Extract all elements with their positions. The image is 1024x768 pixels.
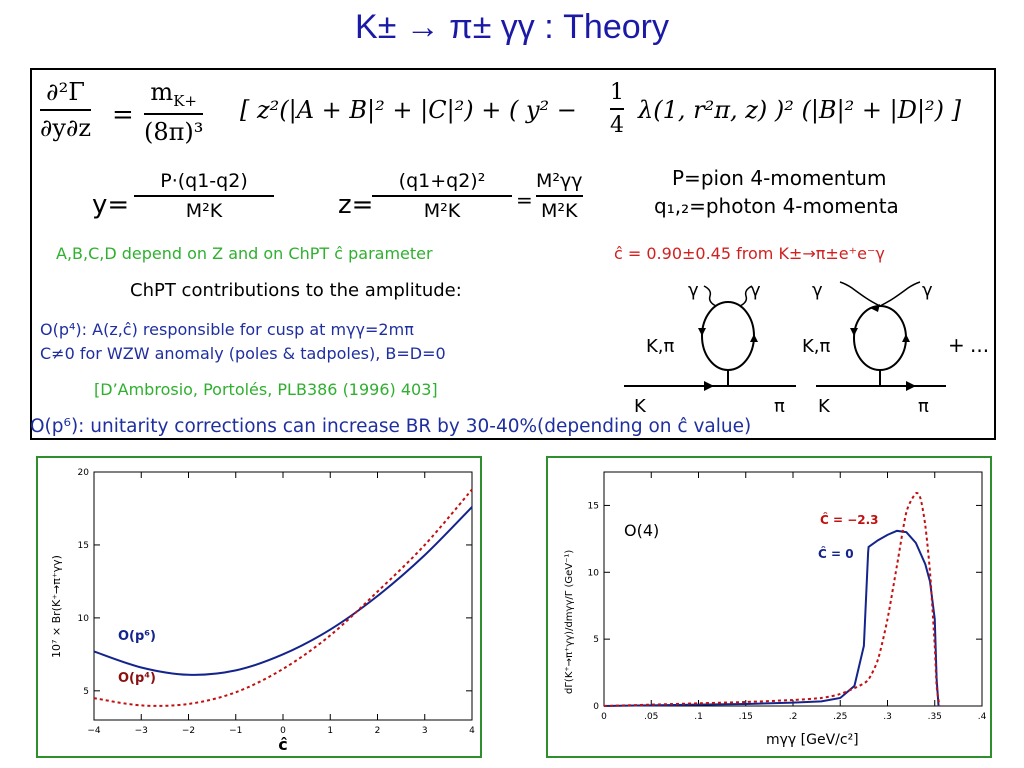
left-x-tick-label: −1 <box>229 726 242 736</box>
lhs-denominator: ∂y∂z <box>40 114 92 142</box>
d1-gamma-right: γ <box>750 280 761 301</box>
lhs-fraction: ∂²Γ ∂y∂z <box>40 78 92 142</box>
right-x-axis-label: mγγ [GeV/c²] <box>766 732 859 748</box>
formula-equals: = <box>112 100 134 130</box>
quarter-fraction: 1 4 <box>610 80 624 138</box>
chpt-heading: ChPT contributions to the amplitude: <box>130 280 462 301</box>
right-y-axis-label: dΓ(K⁺→π⁺γγ)/dmγγ/Γ (GeV⁻¹) <box>564 550 575 694</box>
formula-body: [ z²(|A + B|² + |C|²) + ( y² − <box>240 96 577 124</box>
diagram-plus: + <box>948 333 965 357</box>
d2-pi: π <box>918 396 929 416</box>
right-x-tick-label: .25 <box>833 712 847 722</box>
op6-line: O(p⁶): unitarity corrections can increas… <box>30 416 752 437</box>
left-x-tick-label: 4 <box>469 726 475 736</box>
c-hat-value-text: ĉ = 0.90±0.45 from K±→π±e⁺e⁻γ <box>614 244 885 263</box>
left-y-tick-label: 10 <box>78 614 90 624</box>
z-equals: = <box>516 188 533 212</box>
z-denominator: M²K <box>423 200 461 222</box>
prefactor-sub: K+ <box>173 91 197 110</box>
d1-gamma-left: γ <box>688 280 699 301</box>
theory-box: ∂²Γ ∂y∂z = mK+ (8π)³ [ z²(|A + B|² + |C|… <box>30 68 996 440</box>
left-label-op6: O(p⁶) <box>118 629 156 644</box>
op4-line-1: O(p⁴): A(z,ĉ) responsible for cusp at mγ… <box>40 320 414 339</box>
slide-title: K± → π± γγ : Theory <box>355 8 669 46</box>
right-series-0 <box>603 529 940 707</box>
left-x-axis-label: ĉ <box>278 735 287 754</box>
left-label-op4: O(p⁴) <box>118 671 156 686</box>
feynman-diagram-2: γ γ K,π K π <box>802 280 946 416</box>
right-x-tick-label: .4 <box>978 712 987 722</box>
left-x-tick-label: 1 <box>327 726 333 736</box>
d2-k: K <box>818 396 831 416</box>
lhs-numerator: ∂²Γ <box>46 78 85 106</box>
quarter-num: 1 <box>610 80 624 105</box>
right-label-c-0: Ĉ = 0 <box>818 546 854 561</box>
z2-fraction: M²γγ M²K <box>536 170 583 222</box>
right-x-tick-label: .1 <box>694 712 703 722</box>
z-label: z= <box>338 190 374 220</box>
right-x-tick-label: .05 <box>644 712 658 722</box>
prefactor-denominator: (8π)³ <box>144 117 204 146</box>
right-x-tick-label: .15 <box>739 712 753 722</box>
z-numerator: (q1+q2)² <box>398 170 486 192</box>
d1-pi: π <box>774 396 785 416</box>
feynman-diagram-1: γ γ K,π K π <box>624 280 796 416</box>
y-label: y= <box>92 190 130 220</box>
left-x-tick-label: 0 <box>280 726 286 736</box>
pion-definition: P=pion 4-momentum <box>672 166 887 190</box>
z-fraction: (q1+q2)² M²K <box>372 170 512 222</box>
right-chart-panel: dΓ(K⁺→π⁺γγ)/dmγγ/Γ (GeV⁻¹) mγγ [GeV/c²] … <box>546 456 992 758</box>
diagram-dots: ... <box>970 333 989 357</box>
br-vs-chat-chart: 10⁷ × Br(K⁺→π⁺γγ) ĉ O(p⁶) O(p⁴) −4 −3 −2 −1… <box>50 468 475 754</box>
z2-denominator: M²K <box>541 200 578 222</box>
left-x-tick-label: 2 <box>375 726 381 736</box>
right-inset-label: O(4) <box>624 521 659 540</box>
left-x-tick-label: −2 <box>182 726 195 736</box>
d1-k: K <box>634 396 647 416</box>
d2-gamma-left: γ <box>812 280 823 301</box>
photon-definition: q₁,₂=photon 4-momenta <box>654 194 899 218</box>
left-x-tick-label: 3 <box>422 726 428 736</box>
right-y-tick-label: 5 <box>593 635 599 645</box>
prefactor-m: m <box>150 78 174 106</box>
d2-kpi: K,π <box>802 336 831 357</box>
y-fraction: P·(q1-q2) M²K <box>134 170 274 222</box>
spectrum-chart: dΓ(K⁺→π⁺γγ)/dmγγ/Γ (GeV⁻¹) mγγ [GeV/c²] … <box>564 471 987 748</box>
right-x-tick-label: .2 <box>789 712 798 722</box>
right-label-c-m23: Ĉ = −2.3 <box>820 512 879 527</box>
d2-gamma-right: γ <box>922 280 933 301</box>
right-y-tick-label: 10 <box>588 568 600 578</box>
right-series-1 <box>603 492 941 707</box>
y-denominator: M²K <box>185 200 223 222</box>
d1-kpi: K,π <box>646 336 675 357</box>
reference-text: [D’Ambrosio, Portolés, PLB386 (1996) 403… <box>94 380 438 399</box>
y-numerator: P·(q1-q2) <box>160 170 248 192</box>
left-x-tick-label: −4 <box>87 726 101 736</box>
op4-line-2: C≠0 for WZW anomaly (poles & tadpoles), … <box>40 344 446 363</box>
quarter-den: 4 <box>610 113 624 138</box>
left-y-tick-label: 5 <box>83 687 89 697</box>
left-y-tick-label: 20 <box>78 468 90 478</box>
right-x-tick-label: .3 <box>883 712 892 722</box>
prefactor-fraction: mK+ (8π)³ <box>144 78 204 146</box>
left-y-axis-label: 10⁷ × Br(K⁺→π⁺γγ) <box>50 555 63 658</box>
left-x-tick-label: −3 <box>135 726 148 736</box>
left-y-tick-label: 15 <box>78 541 89 551</box>
z2-numerator: M²γγ <box>536 170 583 192</box>
right-y-tick-label: 15 <box>588 501 599 511</box>
left-series-1 <box>93 488 473 707</box>
right-x-tick-label: .35 <box>928 712 942 722</box>
feynman-diagrams: γ γ K,π K π γ γ K,π K π + ... <box>624 280 989 416</box>
decay-rate-formula: ∂²Γ ∂y∂z = mK+ (8π)³ [ z²(|A + B|² + |C|… <box>32 70 994 160</box>
left-series-0 <box>93 506 473 676</box>
formula-tail: λ(1, r²π, z) )² (|B|² + |D|²) ] <box>638 96 962 124</box>
left-chart-panel: 10⁷ × Br(K⁺→π⁺γγ) ĉ O(p⁶) O(p⁴) −4 −3 −2 −1… <box>36 456 482 758</box>
right-y-tick-label: 0 <box>593 702 599 712</box>
right-x-tick-label: 0 <box>601 712 607 722</box>
abcd-dependence-text: A,B,C,D depend on Z and on ChPT ĉ parame… <box>56 244 433 263</box>
